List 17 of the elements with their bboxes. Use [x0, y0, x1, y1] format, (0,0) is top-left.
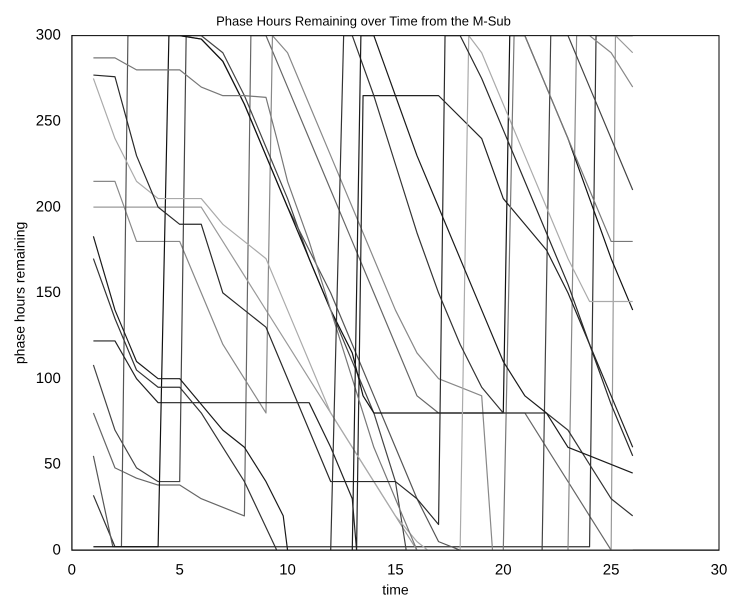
- y-tick-label: 150: [36, 284, 61, 302]
- y-tick-label: 0: [52, 541, 61, 558]
- x-tick-label: 0: [68, 561, 76, 578]
- x-tick-label: 30: [710, 561, 728, 578]
- x-tick-label: 10: [279, 561, 296, 578]
- y-tick-label: 100: [36, 370, 61, 387]
- chart-title: Phase Hours Remaining over Time from the M-Sub: [216, 13, 511, 28]
- x-tick-label: 5: [176, 561, 184, 578]
- y-tick-label: 300: [36, 26, 61, 44]
- y-tick-label: 200: [36, 198, 61, 216]
- y-tick-label: 50: [44, 456, 61, 473]
- x-tick-label: 25: [602, 561, 620, 578]
- x-tick-label: 15: [387, 561, 404, 578]
- y-tick-label: 250: [36, 112, 61, 130]
- x-tick-label: 20: [494, 561, 512, 578]
- x-axis-title: time: [382, 581, 409, 598]
- y-axis-title: phase hours remaining: [11, 222, 28, 364]
